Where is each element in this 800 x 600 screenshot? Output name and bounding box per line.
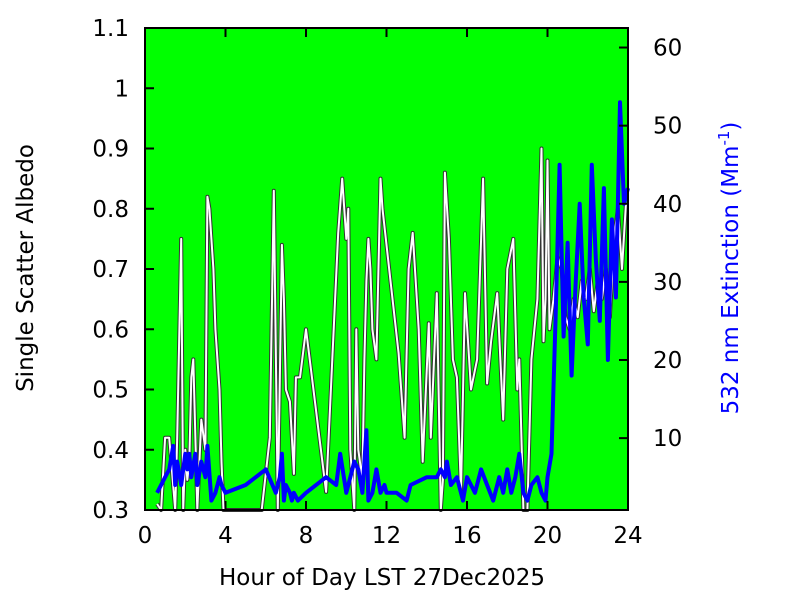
y-left-tick-label: 0.6	[92, 317, 129, 343]
y-left-tick-label: 1.1	[92, 16, 129, 42]
series-layer	[155, 100, 630, 512]
y-axis-right: 10 20 30 40 50 60	[619, 36, 682, 452]
x-axis: 0 4 8 12 16 20 24	[138, 28, 643, 549]
y-left-tick-label: 0.9	[92, 137, 129, 163]
x-axis-title: Hour of Day LST 27Dec2025	[219, 565, 545, 591]
x-tick-label: 0	[138, 523, 153, 549]
y-right-tick-label: 30	[653, 270, 682, 296]
x-tick-label: 8	[299, 523, 314, 549]
x-tick-label: 4	[218, 523, 233, 549]
x-tick-label: 12	[372, 523, 401, 549]
series-albedo-line	[156, 147, 627, 511]
y-left-tick-label: 0.4	[92, 438, 129, 464]
x-tick-label: 20	[533, 523, 562, 549]
y-axis-left-title: Single Scatter Albedo	[13, 144, 39, 392]
y-right-tick-label: 20	[653, 348, 682, 374]
x-tick-label: 24	[613, 523, 642, 549]
y-right-tick-label: 40	[653, 192, 682, 218]
y-axis-right-title-main: 532 nm Extinction (Mm	[718, 146, 744, 415]
y-right-tick-label: 50	[653, 114, 682, 140]
y-left-tick-label: 0.3	[92, 498, 129, 524]
y-axis-left: 0.3 0.4 0.5 0.6 0.7 0.8 0.9 1 1.1	[92, 16, 154, 524]
y-right-tick-label: 10	[653, 426, 682, 452]
y-left-tick-label: 1	[114, 76, 129, 102]
y-right-tick-label: 60	[653, 36, 682, 62]
y-left-tick-label: 0.7	[92, 257, 129, 283]
series-extinction-line	[155, 100, 630, 503]
y-axis-right-title-close: )	[718, 122, 744, 131]
y-axis-right-title-superscript: -1	[715, 131, 733, 146]
y-axis-right-title: 532 nm Extinction (Mm-1)	[715, 122, 744, 415]
y-left-tick-label: 0.8	[92, 197, 129, 223]
x-tick-label: 16	[452, 523, 481, 549]
y-left-tick-label: 0.5	[92, 378, 129, 404]
